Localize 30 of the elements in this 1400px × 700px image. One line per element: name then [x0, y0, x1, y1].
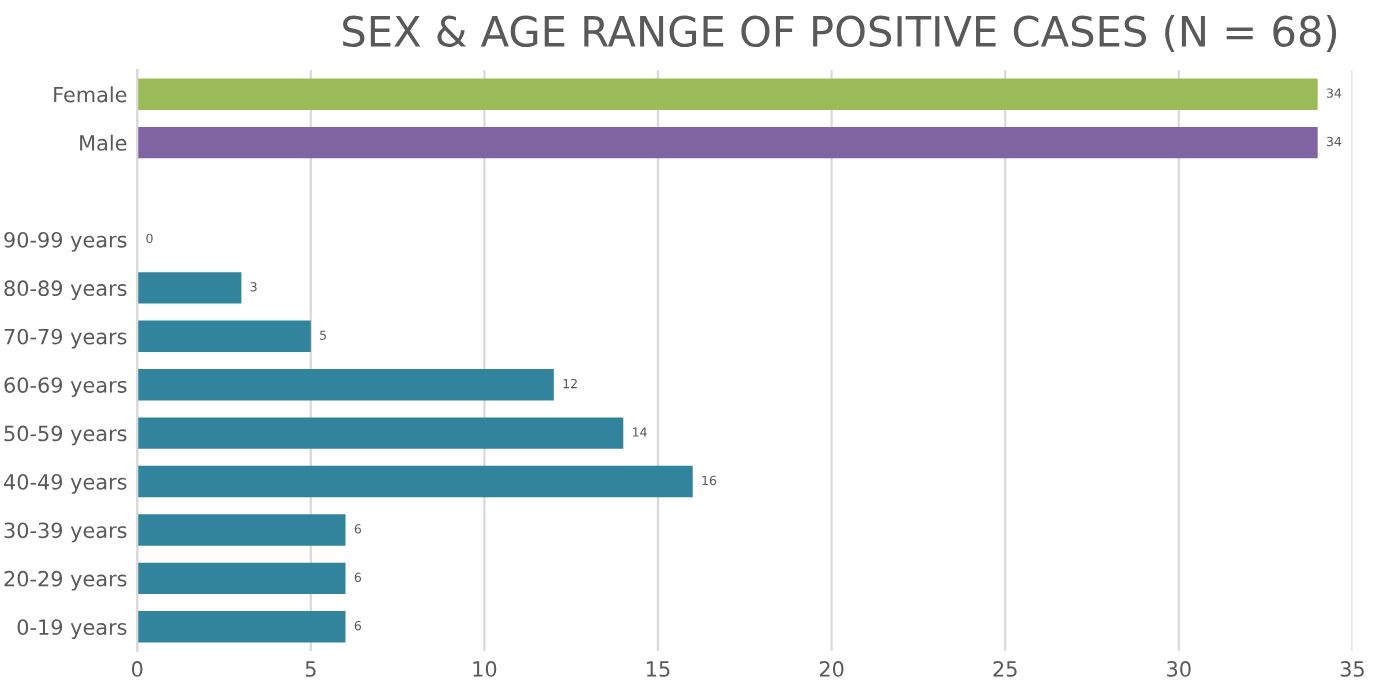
bar	[137, 126, 1318, 159]
bar	[137, 417, 624, 449]
y-tick-label: Female	[54, 86, 127, 103]
y-tick-label: 80-89 years	[4, 280, 127, 301]
y-tick-label: Male	[80, 134, 127, 151]
x-tick-label: 30	[1167, 661, 1191, 677]
bar	[137, 78, 1318, 110]
y-tick-label: 40-49 years	[4, 473, 127, 494]
bar	[137, 562, 346, 595]
y-tick-label: 50-59 years	[4, 425, 127, 446]
y-tick-label: 20-29 years	[4, 570, 127, 591]
bar	[137, 320, 311, 353]
x-tick-label: 25	[993, 661, 1017, 677]
x-tick-label: 10	[473, 661, 497, 677]
x-tick-label: 35	[1340, 661, 1364, 677]
y-tick-label: 30-39 years	[4, 522, 127, 543]
y-tick-label: 0-19 years	[17, 619, 127, 640]
x-tick-label: 0	[131, 661, 143, 677]
y-tick-label: 70-79 years	[4, 328, 127, 349]
y-tick-label: 90-99 years	[4, 231, 127, 252]
y-tick-label: 60-69 years	[4, 377, 127, 397]
bar	[137, 465, 693, 498]
bar	[137, 272, 242, 304]
bar	[137, 611, 346, 643]
x-tick-label: 20	[819, 661, 844, 677]
chart-title: SEX & AGE RANGE OF POSITIVE CASES (N = 68)	[343, 14, 1337, 52]
bar	[137, 514, 346, 546]
bar	[137, 368, 554, 401]
x-tick-label: 5	[305, 661, 316, 677]
x-tick-label: 15	[647, 661, 670, 677]
